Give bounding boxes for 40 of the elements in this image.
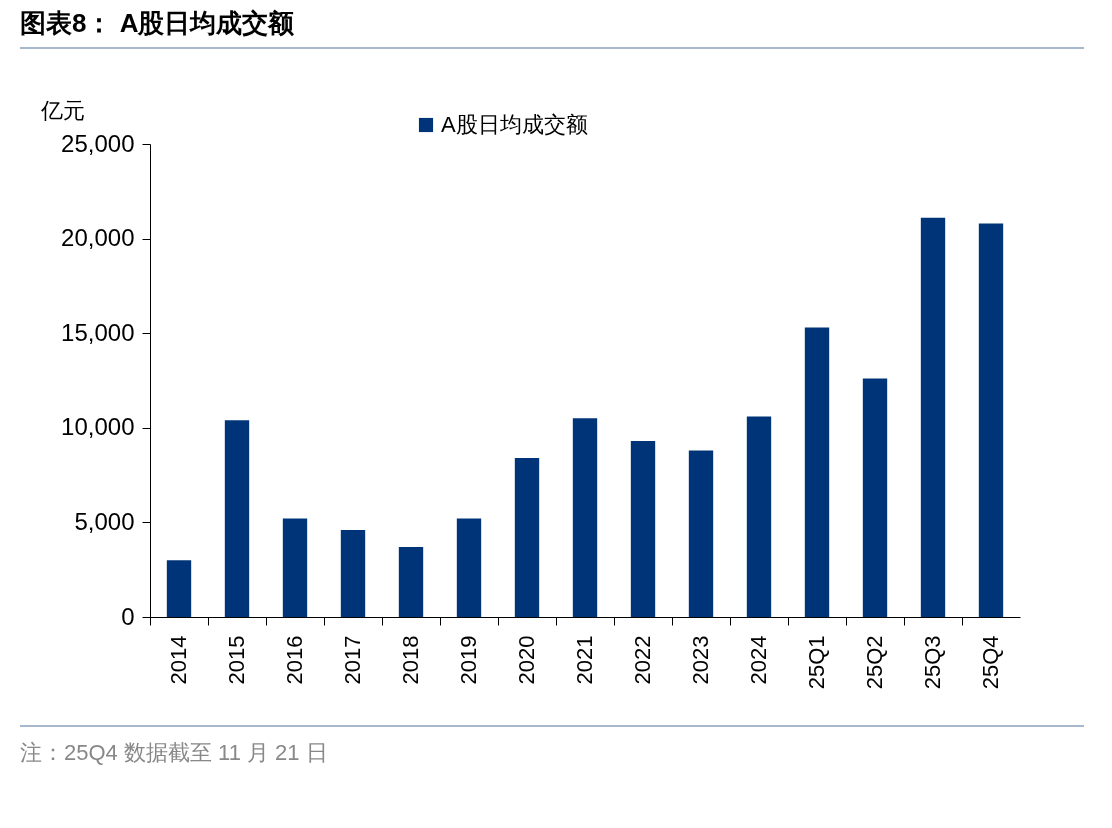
bar — [166, 560, 192, 617]
y-axis-title: 亿元 — [39, 97, 85, 123]
x-tick-label: 2019 — [456, 635, 481, 685]
x-tick-label: 2023 — [688, 635, 713, 685]
bar — [630, 441, 656, 617]
y-tick-label: 20,000 — [61, 224, 135, 252]
legend-label: A股日均成交额 — [441, 112, 588, 137]
x-tick-label: 2022 — [630, 635, 655, 685]
y-tick-label: 15,000 — [61, 318, 135, 346]
x-tick-label: 2014 — [166, 635, 191, 685]
x-tick-label: 2020 — [514, 635, 539, 685]
y-tick-label: 10,000 — [61, 413, 135, 441]
bar — [688, 450, 714, 617]
x-tick-label: 2016 — [282, 635, 307, 685]
text: 注：25Q4 数据截至 11 月 21 日 — [20, 739, 329, 767]
x-tick-label: 2018 — [398, 635, 423, 685]
bar — [282, 518, 308, 617]
x-tick-label: 2017 — [340, 635, 365, 685]
x-tick-label: 25Q3 — [920, 635, 945, 690]
x-tick-label: 25Q4 — [978, 635, 1003, 690]
bar — [224, 420, 250, 617]
y-tick-label: 0 — [121, 602, 135, 630]
bar — [340, 529, 366, 617]
bar — [920, 217, 946, 617]
bar — [398, 547, 424, 617]
x-tick-label: 2021 — [572, 635, 597, 685]
bar — [456, 518, 482, 617]
x-tick-label: 25Q1 — [804, 635, 829, 690]
x-tick-label: 25Q2 — [862, 635, 887, 690]
y-tick-label: 5,000 — [74, 507, 135, 535]
y-tick-label: 25,000 — [61, 129, 135, 157]
bar — [804, 327, 830, 617]
bar — [746, 416, 772, 617]
x-tick-label: 2024 — [746, 635, 771, 685]
x-tick-label: 2015 — [224, 635, 249, 685]
chart-title: 图表8： A股日均成交额 — [20, 6, 1084, 49]
bar — [862, 378, 888, 617]
bar — [978, 223, 1004, 617]
bar — [572, 418, 598, 617]
bar — [514, 458, 540, 617]
